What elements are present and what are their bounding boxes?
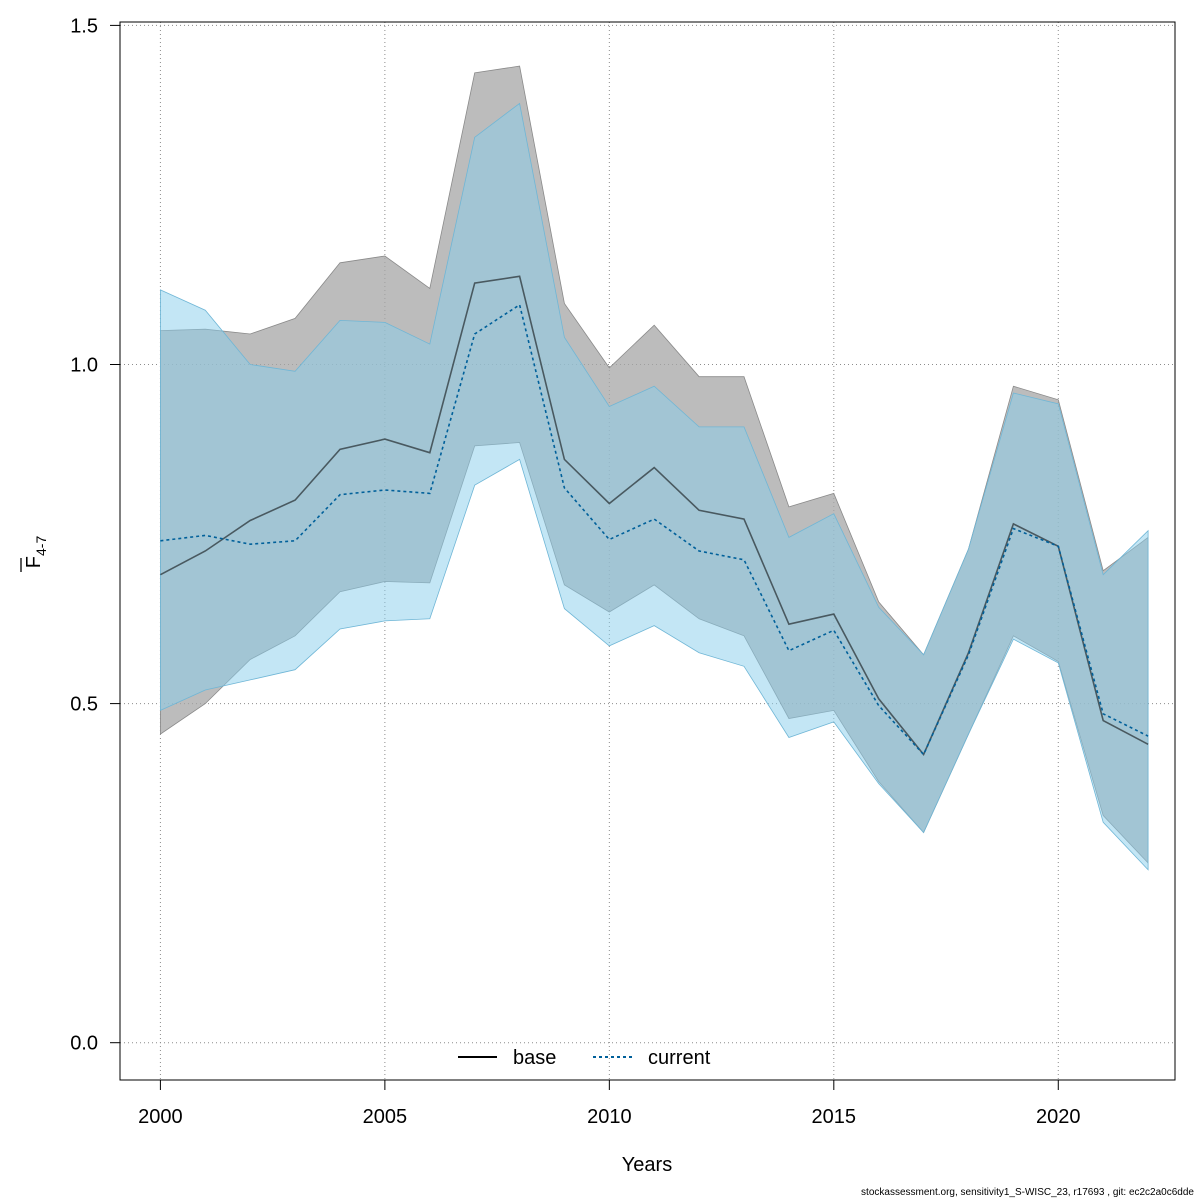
y-axis-label-sub: 4-7 bbox=[33, 536, 49, 556]
x-tick-label: 2015 bbox=[812, 1106, 857, 1128]
y-axis-label-main: F bbox=[23, 556, 45, 568]
y-axis-label: F4-7 bbox=[20, 536, 49, 572]
y-tick-label: 0.0 bbox=[70, 1033, 98, 1055]
x-tick-label: 2010 bbox=[587, 1106, 632, 1128]
series-line-current bbox=[160, 303, 1149, 756]
y-tick-label: 1.5 bbox=[70, 15, 98, 37]
y-tick-label: 0.5 bbox=[70, 694, 98, 716]
x-tick-label: 2000 bbox=[138, 1106, 183, 1128]
confidence-band-current bbox=[159, 102, 1149, 871]
x-tick-label: 2020 bbox=[1036, 1106, 1081, 1128]
x-axis: 2000 2005 2010 2015 2020 bbox=[138, 1079, 1081, 1128]
x-axis-label: Years bbox=[622, 1154, 672, 1176]
svg-text:F4-7: F4-7 bbox=[23, 536, 49, 569]
legend: base current bbox=[458, 1047, 711, 1069]
legend-label-current: current bbox=[648, 1047, 711, 1069]
confidence-bands bbox=[159, 65, 1149, 871]
x-tick-label: 2005 bbox=[363, 1106, 408, 1128]
y-tick-label: 1.0 bbox=[70, 354, 98, 376]
footer-caption: stockassessment.org, sensitivity1_S-WISC… bbox=[861, 1187, 1194, 1198]
series-line-base bbox=[160, 275, 1149, 757]
series-lines bbox=[160, 275, 1149, 757]
y-axis: 0.0 0.5 1.0 1.5 bbox=[70, 15, 121, 1055]
legend-label-base: base bbox=[513, 1047, 556, 1069]
